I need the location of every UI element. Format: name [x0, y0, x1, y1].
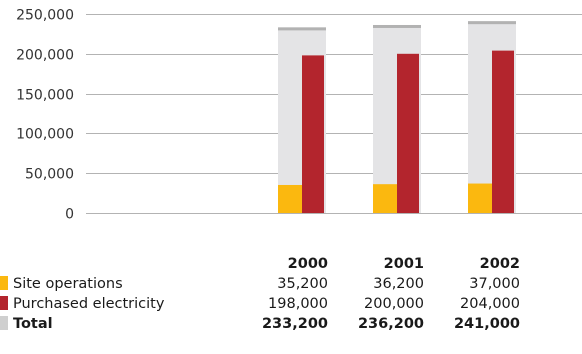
total-2000-value: 233,200	[261, 316, 328, 332]
purchased-electricity-2001-value: 200,000	[364, 296, 424, 312]
table-header-2000: 2000	[287, 256, 328, 272]
site-operations-legend-swatch	[0, 276, 8, 290]
y-axis-tick-labels: 0 50,000 100,000 150,000 200,000 250,000	[16, 8, 74, 223]
table-row-total: Total 233,200 236,200 241,000	[0, 314, 520, 334]
table-corner-cell	[0, 254, 232, 274]
total-legend-swatch	[0, 316, 8, 330]
y-tick-label: 150,000	[16, 88, 74, 104]
site-operations-2000-value: 35,200	[277, 276, 328, 292]
chart-bars	[278, 21, 516, 214]
y-tick-label: 250,000	[16, 8, 74, 24]
site-operations-label: Site operations	[13, 276, 123, 292]
site-operations-2001-value: 36,200	[373, 276, 424, 292]
purchased-electricity-2002-value: 204,000	[460, 296, 520, 312]
table-header-2001: 2001	[383, 256, 424, 272]
table-row-purchased-electricity: Purchased electricity 198,000 200,000 20…	[0, 294, 520, 314]
purchased-electricity-bar-2000	[302, 55, 324, 213]
purchased-electricity-legend-swatch	[0, 296, 8, 310]
table-row-label: Purchased electricity	[0, 294, 232, 314]
purchased-electricity-bar-2001	[397, 53, 419, 213]
site-operations-2002-value: 37,000	[469, 276, 520, 292]
total-2002-value: 241,000	[453, 316, 520, 332]
total-label: Total	[13, 316, 53, 332]
total-bar-cap-2000	[278, 27, 326, 31]
table-row-site-operations: Site operations 35,200 36,200 37,000	[0, 274, 520, 294]
y-tick-label: 200,000	[16, 48, 74, 64]
site-operations-bar-2002	[468, 183, 492, 213]
table-row-label: Total	[0, 314, 232, 334]
stacked-bar-chart: 0 50,000 100,000 150,000 200,000 250,000	[16, 8, 582, 223]
site-operations-bar-2001	[373, 184, 397, 213]
y-tick-label: 100,000	[16, 127, 74, 143]
y-tick-label: 50,000	[25, 167, 74, 183]
purchased-electricity-bar-2002	[492, 50, 514, 214]
data-table: 2000 2001 2002 Site operations 35,200 36…	[0, 254, 520, 334]
site-operations-bar-2000	[278, 184, 302, 213]
purchased-electricity-label: Purchased electricity	[13, 296, 165, 312]
total-2001-value: 236,200	[357, 316, 424, 332]
chart-gridlines	[86, 14, 582, 214]
total-bar-cap-2002	[468, 21, 516, 25]
table-header-2002: 2002	[479, 256, 520, 272]
y-tick-label: 0	[65, 207, 74, 223]
purchased-electricity-2000-value: 198,000	[268, 296, 328, 312]
table-row-label: Site operations	[0, 274, 232, 294]
table-header-row: 2000 2001 2002	[0, 254, 520, 274]
total-bar-cap-2001	[373, 24, 421, 28]
